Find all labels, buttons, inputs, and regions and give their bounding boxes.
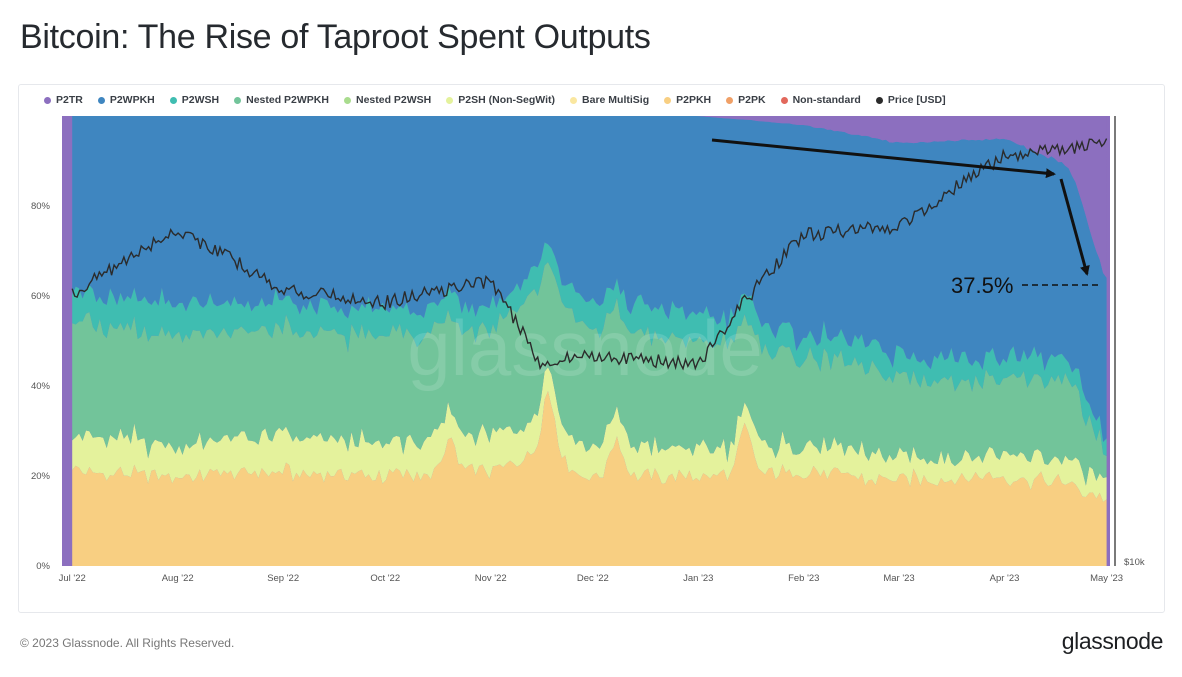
page-title: Bitcoin: The Rise of Taproot Spent Outpu… — [20, 18, 651, 56]
legend-swatch — [570, 96, 578, 104]
area-nested-p2wpkh — [72, 262, 1107, 486]
annotation-group: 37.5% — [711, 138, 1101, 298]
legend-label: P2TR — [56, 94, 83, 106]
x-tick-label: Mar '23 — [883, 573, 914, 584]
x-tick-label: Jan '23 — [683, 573, 713, 584]
x-tick-label: Nov '22 — [475, 573, 507, 584]
x-tick-label: Oct '22 — [370, 573, 400, 584]
price-line-group — [71, 138, 1108, 371]
legend-swatch — [44, 96, 51, 104]
x-tick-label: Jul '22 — [59, 573, 86, 584]
annotation-arrow-trend — [711, 138, 1056, 179]
legend-label: Price [USD] — [887, 94, 946, 106]
area-p2sh-non-segwit — [72, 367, 1107, 502]
legend-swatch — [169, 96, 177, 104]
price-line — [71, 138, 1108, 371]
x-tick-label: Apr '23 — [990, 573, 1020, 584]
area-p2pkh — [72, 391, 1107, 566]
y-tick-label: 60% — [31, 291, 51, 302]
legend-item-p2pk[interactable]: P2PK — [726, 94, 766, 106]
legend-swatch — [97, 96, 105, 104]
legend-item-price-usd[interactable]: Price [USD] — [875, 94, 946, 106]
y-tick-label: 0% — [36, 561, 50, 572]
legend-label: Nested P2WPKH — [246, 94, 329, 106]
chart-legend: P2TR P2WPKH P2WSH Nested P2WPKH Nested P2WSH… — [44, 92, 946, 108]
y-tick-label: 80% — [31, 201, 51, 212]
x-tick-label: Aug '22 — [162, 573, 194, 584]
legend-item-nested-p2wsh[interactable]: Nested P2WSH — [343, 94, 432, 106]
legend-item-nested-p2wpkh[interactable]: Nested P2WPKH — [234, 94, 329, 106]
legend-label: Nested P2WSH — [355, 94, 432, 106]
legend-swatch — [780, 96, 788, 104]
legend-label: Non-standard — [792, 94, 861, 106]
legend-item-p2wpkh[interactable]: P2WPKH — [97, 94, 155, 106]
legend-swatch — [875, 96, 883, 104]
legend-item-non-standard[interactable]: Non-standard — [780, 94, 861, 106]
y-axis: 0% 20% 40% 60% 80% — [31, 201, 51, 572]
legend-label: P2PKH — [676, 94, 712, 106]
annotation-label-37-5: 37.5% — [951, 273, 1013, 298]
legend-item-p2sh-non-segwit[interactable]: P2SH (Non-SegWit) — [446, 94, 555, 106]
legend-label: P2PK — [738, 94, 766, 106]
legend-item-p2tr[interactable]: P2TR — [44, 94, 83, 106]
watermark: glassnode — [407, 304, 763, 392]
x-tick-label: Sep '22 — [267, 573, 299, 584]
y-tick-label: 20% — [31, 471, 51, 482]
price-axis-tick-label: $10k — [1124, 557, 1145, 568]
legend-label: P2WSH — [181, 94, 220, 106]
footer-copyright: © 2023 Glassnode. All Rights Reserved. — [20, 636, 235, 650]
x-tick-label: Dec '22 — [577, 573, 609, 584]
annotation-arrow-drop — [1059, 178, 1090, 276]
legend-label: P2WPKH — [109, 94, 155, 106]
legend-item-p2pkh[interactable]: P2PKH — [664, 94, 711, 106]
area-p2wpkh — [72, 116, 1107, 442]
area-p2wsh — [72, 242, 1107, 457]
x-tick-label: Feb '23 — [788, 573, 819, 584]
legend-label: Bare MultiSig — [582, 94, 650, 106]
y-tick-label: 40% — [31, 381, 51, 392]
legend-swatch — [343, 96, 351, 104]
legend-swatch — [446, 96, 454, 104]
legend-item-bare-multisig[interactable]: Bare MultiSig — [570, 94, 649, 106]
brand-logo: glassnode — [1061, 628, 1164, 654]
legend-swatch — [234, 96, 242, 104]
stacked-area-group — [62, 116, 1110, 566]
legend-swatch — [726, 96, 734, 104]
area-p2tr — [72, 116, 1107, 278]
legend-item-p2wsh[interactable]: P2WSH — [169, 94, 220, 106]
legend-swatch — [664, 96, 672, 104]
x-axis: Jul '22 Aug '22 Sep '22 Oct '22 Nov '22 Dec '… — [59, 573, 1123, 584]
legend-label: P2SH (Non-SegWit) — [458, 94, 556, 106]
x-tick-label: May '23 — [1090, 573, 1123, 584]
